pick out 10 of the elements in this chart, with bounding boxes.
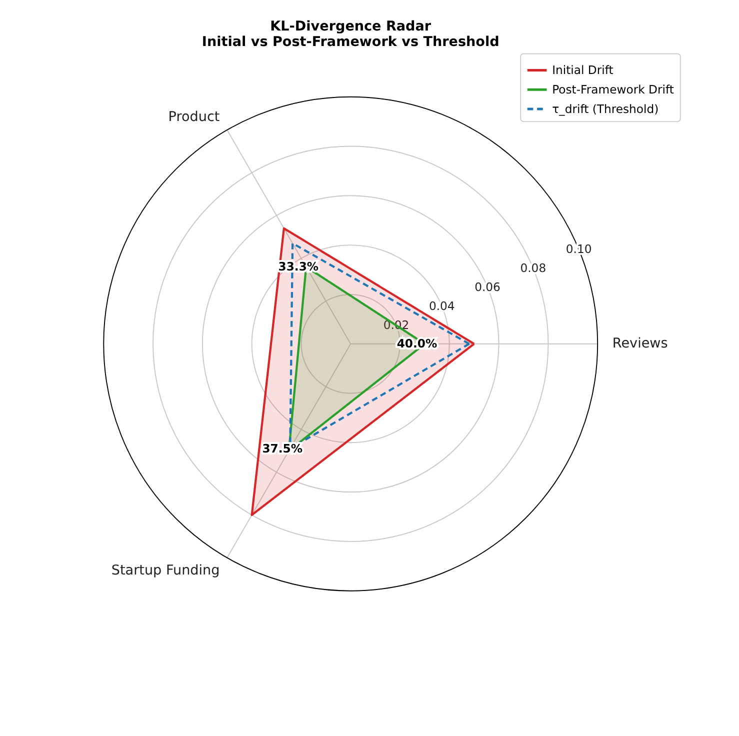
legend-label: Post-Framework Drift	[552, 82, 674, 96]
y-tick-label: 0.06	[474, 280, 500, 294]
y-tick-label: 0.08	[520, 261, 546, 276]
legend-label: Initial Drift	[552, 63, 614, 78]
legend-label: τ_drift (Threshold)	[552, 102, 659, 116]
spoke-label: Product	[168, 109, 220, 126]
chart-title: KL-Divergence Radar Initial vs Post-Framework vs Threshold	[202, 18, 500, 50]
spoke-label: Startup Funding	[111, 562, 220, 578]
spoke-label: Reviews	[612, 336, 668, 352]
y-tick-label: 0.04	[428, 298, 455, 313]
